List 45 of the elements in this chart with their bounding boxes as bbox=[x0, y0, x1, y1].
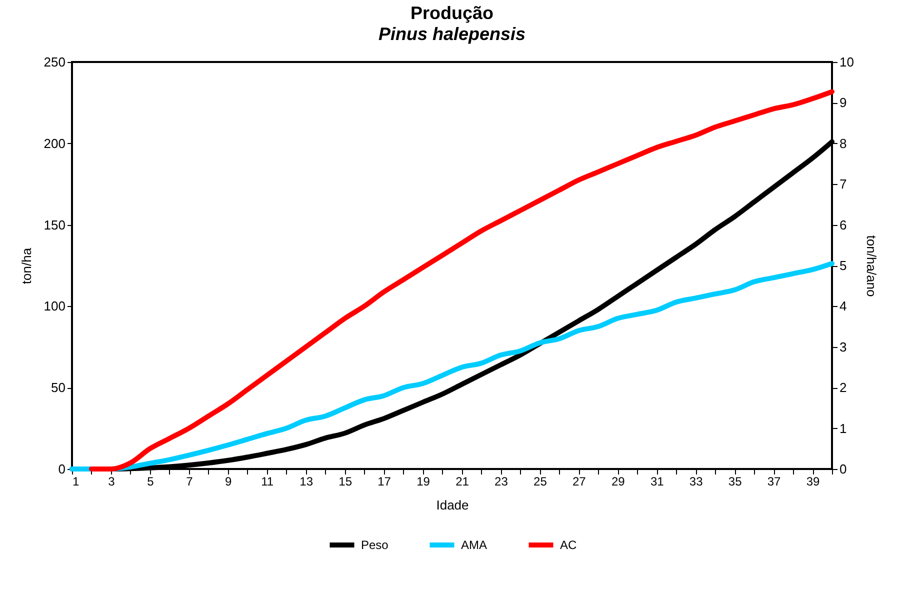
x-tick-label: 25 bbox=[534, 474, 548, 488]
y2-tick-label: 4 bbox=[840, 298, 847, 314]
x-tick-label: 9 bbox=[225, 474, 232, 488]
y2-tick-label: 5 bbox=[840, 258, 847, 273]
x-tick-label: 1 bbox=[72, 474, 80, 488]
y2-tick-label: 7 bbox=[840, 176, 847, 192]
y-tick-label: 0 bbox=[58, 462, 66, 476]
y2-tick-label: 2 bbox=[840, 380, 847, 396]
x-tick-label: 29 bbox=[611, 474, 626, 488]
y2-axis-title: ton/ha/ano bbox=[864, 235, 879, 297]
x-tick-label: 27 bbox=[572, 474, 586, 488]
y2-tick-label: 8 bbox=[840, 136, 847, 151]
chart-subtitle: Pinus halepensis bbox=[378, 24, 526, 44]
x-tick-label: 13 bbox=[300, 474, 314, 488]
y-tick-label: 100 bbox=[44, 298, 66, 314]
y2-tick-label: 0 bbox=[840, 462, 847, 476]
x-tick-label: 17 bbox=[378, 474, 392, 488]
x-tick-label: 31 bbox=[650, 474, 664, 488]
x-tick-label: 33 bbox=[689, 474, 704, 488]
legend-label: AMA bbox=[461, 538, 488, 552]
y-tick-label: 200 bbox=[44, 136, 66, 151]
y-tick-label: 150 bbox=[44, 217, 66, 232]
x-tick-label: 5 bbox=[147, 474, 154, 488]
x-tick-label: 19 bbox=[416, 474, 430, 488]
y2-tick-label: 1 bbox=[840, 420, 847, 436]
y-axis-title: ton/ha bbox=[18, 247, 34, 284]
x-tick-label: 39 bbox=[806, 474, 820, 488]
x-tick-label: 11 bbox=[261, 474, 274, 488]
x-axis-title: Idade bbox=[436, 498, 469, 512]
x-tick-label: 35 bbox=[728, 474, 742, 488]
x-tick-label: 3 bbox=[108, 474, 116, 488]
x-tick-label: 15 bbox=[338, 474, 352, 488]
legend-label: AC bbox=[560, 538, 578, 552]
y-tick-label: 50 bbox=[51, 380, 66, 396]
x-tick-label: 23 bbox=[494, 474, 508, 488]
legend-label: Peso bbox=[361, 538, 389, 552]
y-tick-label: 250 bbox=[44, 54, 66, 70]
x-tick-label: 7 bbox=[186, 474, 194, 488]
x-tick-label: 21 bbox=[456, 474, 470, 488]
chart-title: Produção bbox=[410, 3, 494, 23]
y2-tick-label: 3 bbox=[840, 339, 847, 354]
x-tick-label: 37 bbox=[767, 474, 782, 488]
y2-tick-label: 6 bbox=[840, 217, 847, 232]
y2-tick-label: 10 bbox=[840, 54, 854, 70]
y2-tick-label: 9 bbox=[840, 95, 847, 110]
